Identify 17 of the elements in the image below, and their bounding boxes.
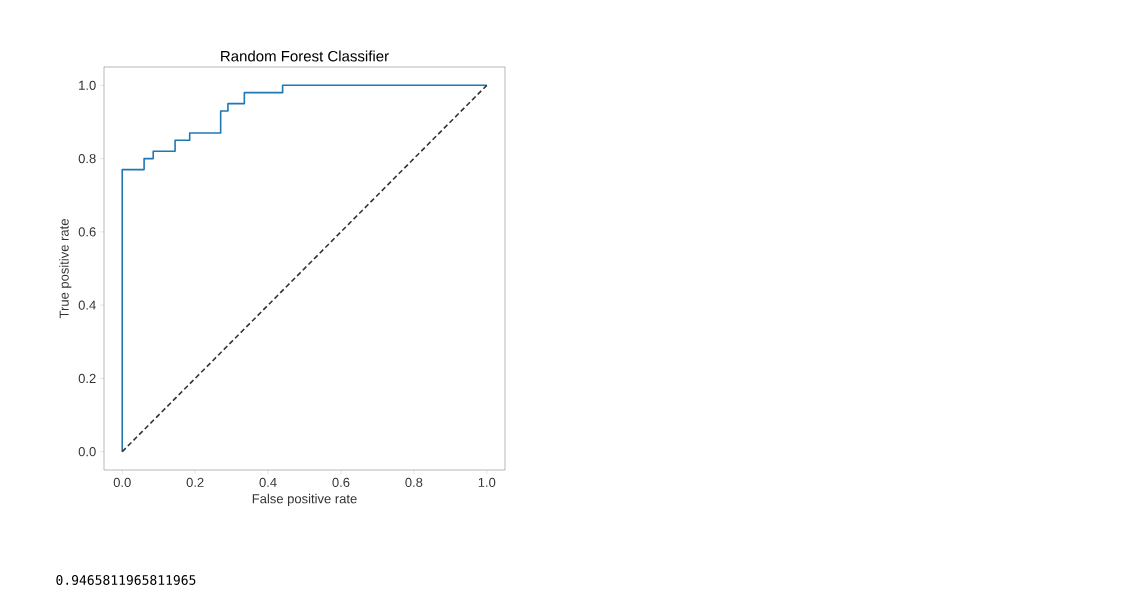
x-tick-label: 0.4	[259, 477, 277, 487]
chart-title: Random Forest Classifier	[221, 50, 389, 62]
y-tick-label: 0.2	[78, 373, 96, 384]
x-tick-label: 1.0	[478, 477, 496, 487]
x-tick-label: 0.8	[405, 477, 423, 487]
line-series	[121, 84, 488, 453]
y-tick-label: 0.6	[78, 227, 96, 237]
y-tick-label: 1.0	[79, 80, 96, 90]
x-tick-label: 0.6	[332, 477, 350, 487]
x-axis-title: False positive rate	[252, 493, 357, 506]
x-tick-label: 0.2	[186, 477, 204, 487]
y-tick-label: 0.0	[78, 447, 96, 457]
x-tick-label: 0.0	[113, 477, 131, 487]
y-tick-label: 0.8	[78, 153, 96, 164]
text: 0.9465811965811965	[56, 575, 196, 585]
y-tick-label: 0.4	[78, 300, 96, 310]
y-axis-title: True positive rate	[59, 219, 72, 319]
